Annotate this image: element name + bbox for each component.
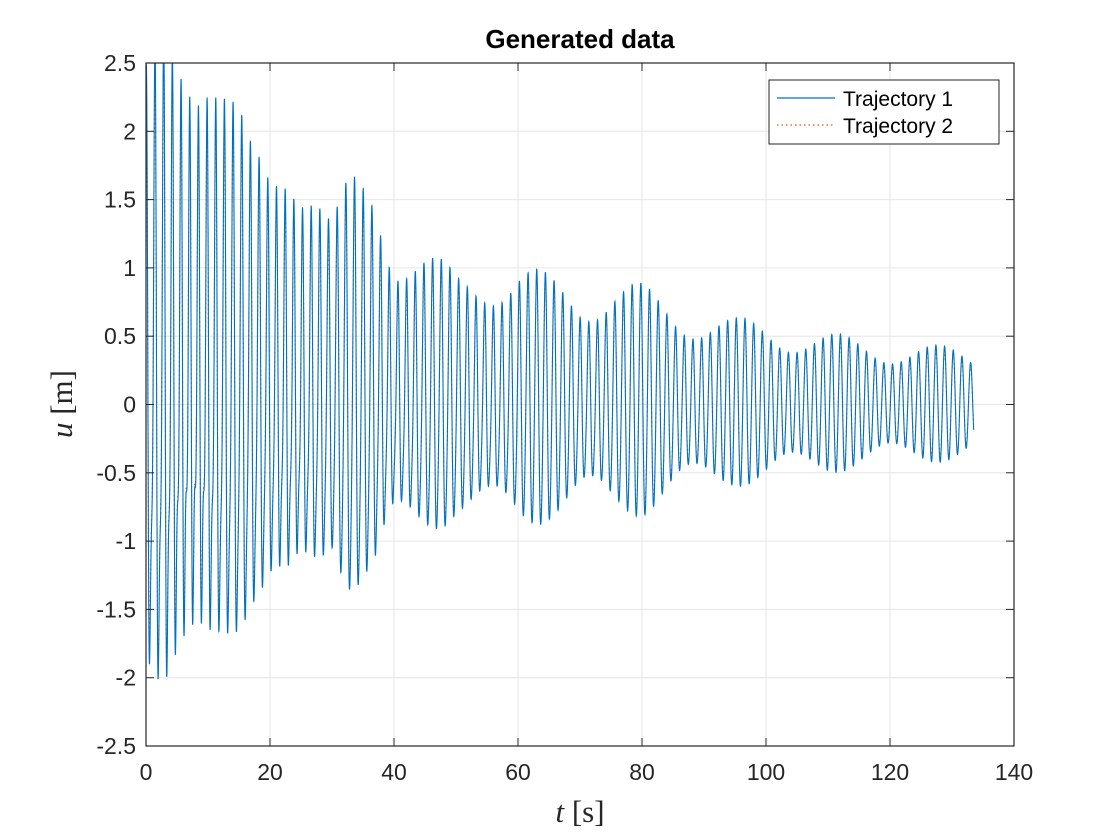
y-tick-label: -1.5 [96,596,136,622]
y-tick-label: -1 [116,528,136,554]
y-tick-label: 0 [123,392,136,418]
legend-box [768,79,1000,145]
series-layer [145,62,975,680]
y-tick-label: -2.5 [96,733,136,759]
x-tick-label: 40 [381,759,407,785]
y-axis-unit-open: [ [44,404,79,414]
y-tick-label: 2.5 [104,50,136,76]
grid [146,63,1014,746]
x-axis-variable: t [555,794,565,829]
x-tick-label: 140 [995,759,1033,785]
x-tick-label: 80 [629,759,655,785]
y-axis-variable: u [44,423,79,439]
legend: Trajectory 1 Trajectory 2 [768,79,1000,145]
legend-label-trajectory-1: Trajectory 1 [843,88,953,111]
x-tick-label: 0 [140,759,153,785]
y-axis-unit: m [44,380,79,404]
y-tick-label: -2 [116,665,136,691]
ticks: 0 20 40 60 80 100 120 140 2.5 2 1.5 1 0.5 0 -0.5 -1 -1.5… [96,50,1033,785]
y-tick-label: -0.5 [96,460,136,486]
chart-title: Generated data [485,24,675,54]
y-tick-label: 0.5 [104,323,136,349]
x-axis-unit-open: [ [572,794,582,829]
series-line-trajectory-1 [145,62,975,680]
y-tick-label: 1 [123,255,136,281]
legend-label-trajectory-2: Trajectory 2 [843,115,953,138]
x-axis-unit-close: ] [594,794,604,829]
x-axis-unit: s [582,794,594,829]
x-axis-label: t [s] [555,794,604,829]
x-tick-label: 120 [871,759,909,785]
y-axis-label: u [m] [44,370,79,438]
x-tick-label: 100 [747,759,785,785]
y-tick-label: 1.5 [104,187,136,213]
x-tick-label: 20 [257,759,283,785]
y-tick-label: 2 [123,118,136,144]
x-tick-label: 60 [505,759,531,785]
y-axis-unit-close: ] [44,370,79,380]
